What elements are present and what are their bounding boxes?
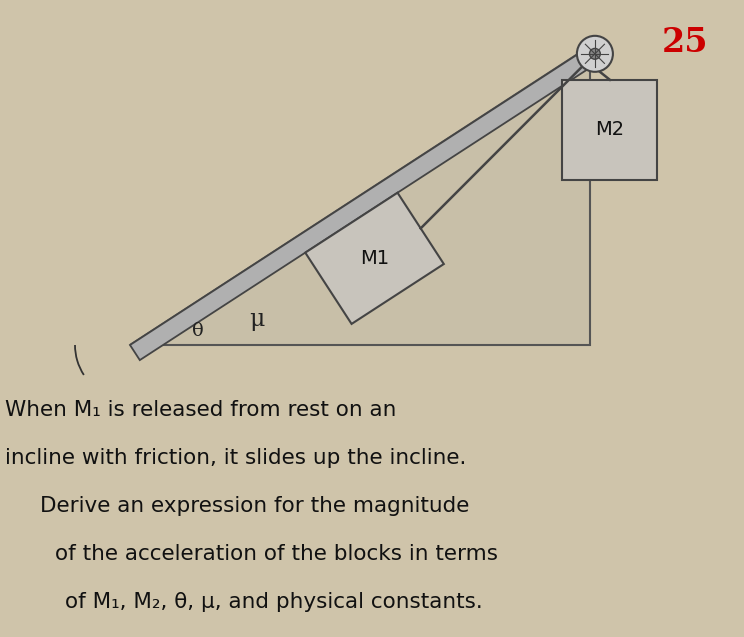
Bar xyxy=(562,80,658,180)
Text: 25: 25 xyxy=(661,25,708,59)
Circle shape xyxy=(577,36,613,72)
Text: of the acceleration of the blocks in terms: of the acceleration of the blocks in ter… xyxy=(55,544,498,564)
Text: M1: M1 xyxy=(360,249,389,268)
Text: When M₁ is released from rest on an: When M₁ is released from rest on an xyxy=(5,400,397,420)
Text: θ: θ xyxy=(192,322,204,340)
Polygon shape xyxy=(305,193,444,324)
Text: Derive an expression for the magnitude: Derive an expression for the magnitude xyxy=(40,496,469,516)
Circle shape xyxy=(589,48,600,59)
Text: μ: μ xyxy=(250,308,265,331)
Polygon shape xyxy=(130,47,590,345)
Text: of M₁, M₂, θ, μ, and physical constants.: of M₁, M₂, θ, μ, and physical constants. xyxy=(65,592,483,612)
Polygon shape xyxy=(130,47,600,360)
Text: M2: M2 xyxy=(595,120,624,140)
Text: incline with friction, it slides up the incline.: incline with friction, it slides up the … xyxy=(5,448,466,468)
